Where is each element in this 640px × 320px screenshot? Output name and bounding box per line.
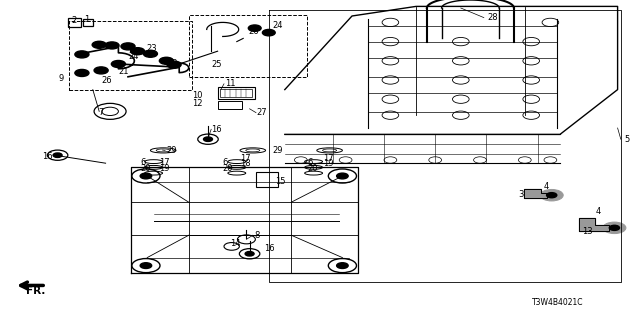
Circle shape	[167, 61, 181, 68]
Text: 16: 16	[211, 125, 222, 134]
Text: 6: 6	[141, 158, 146, 167]
Text: 25: 25	[211, 60, 221, 69]
Polygon shape	[579, 218, 609, 231]
Circle shape	[94, 67, 108, 74]
Circle shape	[248, 25, 261, 31]
Text: 27: 27	[256, 108, 267, 117]
Text: 7: 7	[99, 108, 104, 117]
Circle shape	[540, 189, 563, 201]
Text: 19: 19	[323, 159, 333, 168]
Circle shape	[140, 263, 152, 268]
Text: 20: 20	[141, 164, 151, 173]
Text: 23: 23	[146, 44, 157, 53]
Text: 26: 26	[101, 76, 112, 85]
Circle shape	[75, 69, 89, 76]
Text: 15: 15	[275, 177, 285, 186]
Polygon shape	[524, 189, 547, 198]
Circle shape	[337, 263, 348, 268]
Circle shape	[337, 173, 348, 179]
Text: 14: 14	[230, 239, 241, 248]
Circle shape	[245, 252, 254, 256]
Circle shape	[159, 57, 173, 64]
Text: 19: 19	[159, 164, 169, 173]
Bar	[189, 15, 307, 77]
Text: 18: 18	[240, 159, 251, 168]
Circle shape	[262, 29, 275, 36]
Text: FR.: FR.	[26, 286, 45, 296]
Bar	[69, 21, 192, 90]
Circle shape	[105, 42, 119, 49]
Circle shape	[140, 173, 152, 179]
Text: 5: 5	[624, 135, 629, 144]
Text: 28: 28	[488, 13, 499, 22]
Text: 29: 29	[166, 146, 177, 155]
Circle shape	[603, 222, 626, 234]
Bar	[218, 101, 242, 109]
Circle shape	[75, 51, 89, 58]
Circle shape	[131, 48, 145, 55]
Text: 4: 4	[595, 207, 600, 216]
Text: 26: 26	[248, 28, 259, 36]
Text: 29: 29	[272, 146, 282, 155]
Text: 24: 24	[128, 52, 138, 61]
Text: 17: 17	[159, 158, 170, 167]
Circle shape	[53, 153, 62, 157]
Circle shape	[143, 50, 157, 57]
Text: 10: 10	[192, 92, 202, 100]
Text: T3W4B4021C: T3W4B4021C	[532, 298, 584, 307]
Text: 6: 6	[307, 158, 312, 167]
Circle shape	[111, 60, 125, 68]
Circle shape	[204, 137, 212, 141]
Text: 17: 17	[240, 154, 251, 163]
Bar	[218, 87, 255, 99]
Text: 11: 11	[225, 79, 236, 88]
Text: 16: 16	[264, 244, 275, 253]
Text: 24: 24	[272, 21, 282, 30]
Text: 12: 12	[192, 100, 202, 108]
Text: 8: 8	[255, 231, 260, 240]
Text: 2: 2	[71, 16, 76, 25]
Circle shape	[547, 193, 557, 198]
Text: 9: 9	[59, 74, 64, 83]
Text: 21: 21	[118, 67, 129, 76]
Text: 4: 4	[544, 182, 549, 191]
Text: 20: 20	[223, 164, 233, 173]
Text: 17: 17	[323, 154, 334, 163]
Circle shape	[121, 43, 135, 50]
Text: 6: 6	[223, 158, 228, 167]
Bar	[220, 89, 252, 97]
Text: 13: 13	[582, 227, 593, 236]
Text: 16: 16	[42, 152, 52, 161]
Bar	[68, 18, 81, 27]
Circle shape	[609, 225, 620, 230]
Text: 20: 20	[307, 164, 317, 173]
Circle shape	[92, 41, 106, 48]
Text: 22: 22	[168, 60, 178, 68]
Text: 1: 1	[84, 15, 89, 24]
Text: 3: 3	[518, 190, 524, 199]
Bar	[83, 19, 93, 26]
Bar	[256, 172, 278, 187]
